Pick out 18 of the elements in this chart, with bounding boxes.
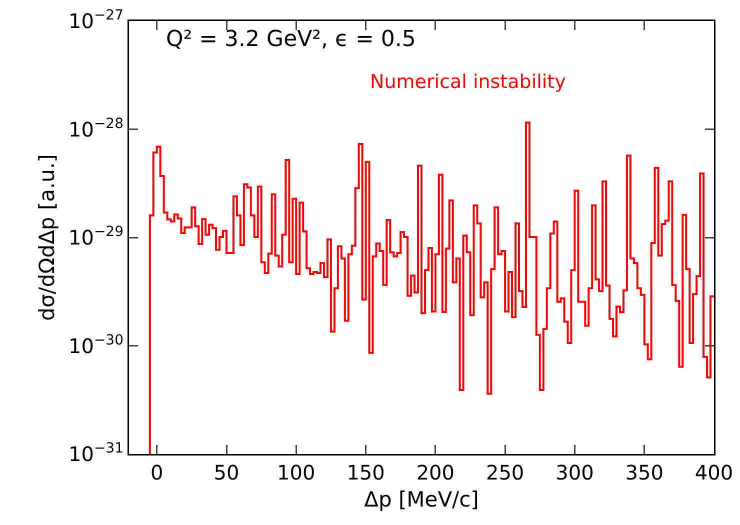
y-tick-label: 10$^{−30}$ xyxy=(68,332,124,358)
x-tick-label: 50 xyxy=(214,460,240,484)
x-tick-label: 250 xyxy=(486,460,524,484)
x-tick-label: 200 xyxy=(416,460,455,484)
x-tick-label: 350 xyxy=(625,460,664,484)
x-tick-label: 100 xyxy=(277,460,316,484)
y-tick-label: 10$^{−27}$ xyxy=(68,8,124,33)
x-tick-label: 0 xyxy=(150,460,164,484)
y-tick-label: 10$^{−31}$ xyxy=(68,440,124,466)
y-tick-label: 10$^{−29}$ xyxy=(68,224,124,250)
y-tick-label: 10$^{−28}$ xyxy=(68,116,124,142)
x-axis-title: Δp [MeV/c] xyxy=(364,487,479,512)
x-tick-label: 300 xyxy=(556,460,594,484)
y-axis-title: dσ/dΩdΔp [a.u.] xyxy=(34,154,59,321)
x-tick-label: 150 xyxy=(346,460,385,484)
text: Numerical instability xyxy=(370,71,566,93)
x-tick-label: 400 xyxy=(694,460,734,484)
annotation: Q² = 3.2 GeV², ϵ = 0.5 xyxy=(166,27,416,52)
